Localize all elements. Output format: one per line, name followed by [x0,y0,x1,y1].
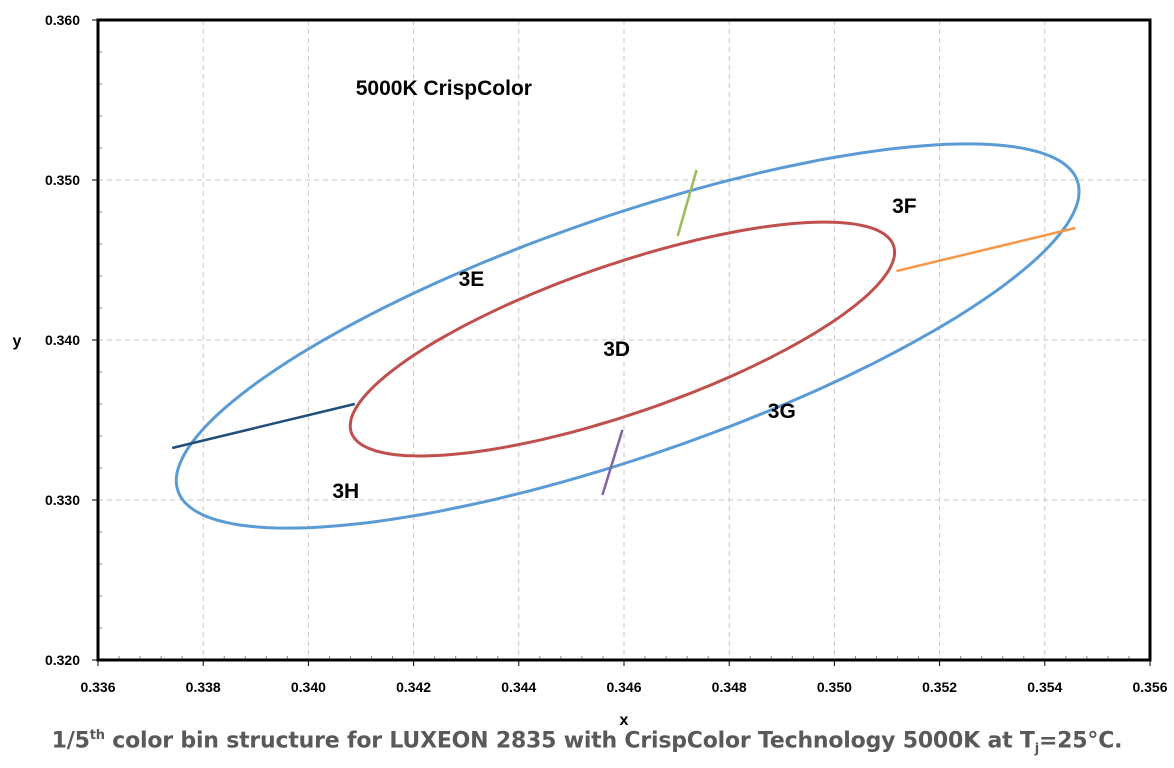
caption-part3: =25°C. [1038,728,1123,754]
chart-title: 5000K CrispColor [356,77,532,100]
x-tick-label: 0.344 [501,679,536,695]
x-tick-label: 0.346 [606,679,641,695]
x-tick-label: 0.338 [186,679,221,695]
caption-superscript: th [89,728,105,743]
x-tick-label: 0.350 [817,679,852,695]
y-tick-label: 0.360 [45,12,80,28]
plot-border [96,18,1152,662]
x-tick-label: 0.352 [922,679,957,695]
figure-caption: 1/5th color bin structure for LUXEON 283… [0,728,1174,757]
chart-marks: 3F 3E 3D 3G 3H [171,142,1081,530]
region-label-3f: 3F [892,195,917,218]
grid [92,19,1151,666]
x-tick-label: 0.336 [80,679,115,695]
y-axis-title: y [13,333,22,350]
region-label-3d: 3D [603,338,630,361]
region-label-3e: 3E [459,268,485,291]
y-tick-label: 0.350 [45,172,80,188]
x-tick-label: 0.342 [396,679,431,695]
x-axis-title: x [620,712,629,729]
tick-labels: 0.336 0.338 0.340 0.342 0.344 0.346 0.348 0.350… [45,12,1168,695]
caption-part2: color bin structure for LUXEON 2835 with… [104,728,1035,754]
caption-subscript: j [1034,741,1039,757]
ellipse-outer-bin-boundary [174,142,1081,530]
x-tick-label: 0.354 [1027,679,1062,695]
segment-3e-3f-divider [676,169,698,237]
x-tick-label: 0.356 [1132,679,1167,695]
x-tick-label: 0.340 [291,679,326,695]
y-tick-label: 0.320 [45,652,80,668]
segment-3g-3h-divider [601,429,624,496]
x-tick-label: 0.348 [712,679,747,695]
region-label-3h: 3H [332,480,359,503]
region-label-3g: 3G [768,400,796,423]
y-tick-label: 0.330 [45,492,80,508]
y-tick-label: 0.340 [45,332,80,348]
ellipse-3d-boundary [348,220,897,458]
caption-part1: 1/5 [51,728,90,754]
segment-3h-3e-divider [171,402,355,450]
segment-3f-3g-divider [896,226,1076,273]
